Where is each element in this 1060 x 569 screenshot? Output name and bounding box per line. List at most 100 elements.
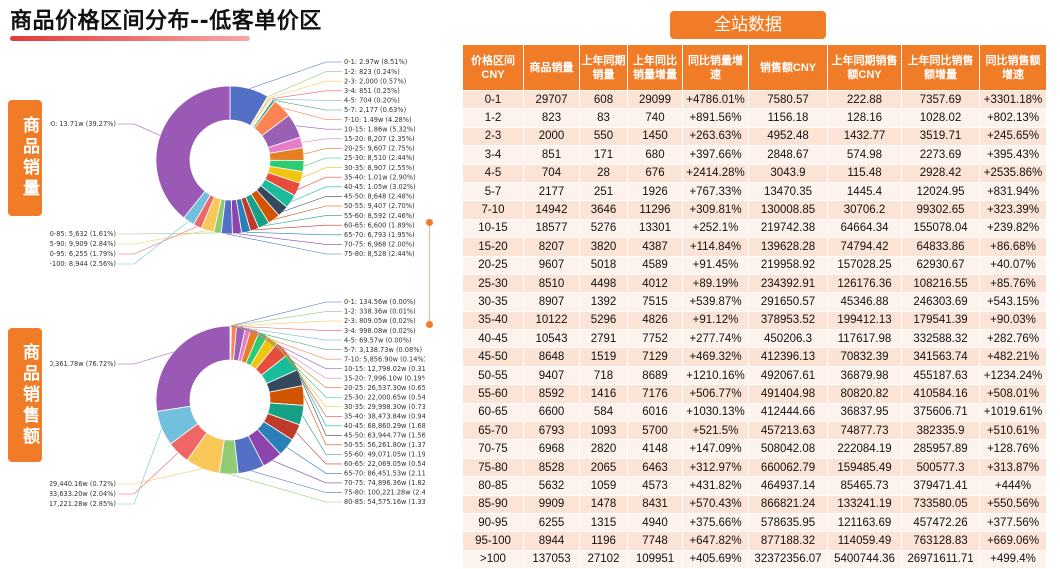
table-cell: 285957.89 (902, 440, 980, 458)
pie-label: >100: 3,150,361.78w (76.72%) (50, 360, 116, 368)
table-cell: 3646 (580, 201, 628, 219)
table-cell: +1234.24% (980, 366, 1047, 384)
pie-label: 60-65: 6,600 (1.89%) (344, 221, 415, 229)
table-cell: +431.82% (683, 477, 749, 495)
pie-leader-line (118, 124, 160, 136)
table-cell: 8907 (524, 293, 580, 311)
table-cell: 4498 (580, 274, 628, 292)
table-cell: 11296 (628, 201, 683, 219)
table-cell: 457472.26 (902, 513, 980, 531)
table-cell: 171 (580, 146, 628, 164)
table-cell: 4573 (628, 477, 683, 495)
pie-label: 7-10: 5,856.90w (0.14%) (344, 355, 425, 363)
table-cell: +647.82% (683, 532, 749, 550)
pie-label: 35-40: 38,473.84w (0.94%) (344, 412, 425, 420)
table-cell: 4012 (628, 274, 683, 292)
table-title: 全站数据 (670, 11, 826, 39)
table-cell: 2065 (580, 458, 628, 476)
table-cell: 29707 (524, 91, 580, 109)
pie-leader-line (118, 226, 197, 254)
pie-label: 70-75: 74,896.36w (1.82%) (344, 479, 425, 487)
table-cell: +510.61% (980, 422, 1047, 440)
table-cell: 3519.71 (902, 127, 980, 145)
table-cell: +1030.13% (683, 403, 749, 421)
table-cell: +2535.86% (980, 164, 1047, 182)
pie-label: 5-7: 3,138.73w (0.08%) (344, 346, 422, 354)
pie-label: 80-85: 5,632 (1.61%) (50, 230, 116, 238)
pie-label: 95-100: 8,944 (2.56%) (50, 260, 116, 268)
table-cell: 763128.83 (902, 532, 980, 550)
divider-dot-top (426, 219, 433, 226)
table-cell: 29099 (628, 91, 683, 109)
table-cell: +277.74% (683, 330, 749, 348)
table-header-cell: 同比销售额增速 (980, 45, 1047, 91)
table-cell: 9407 (524, 366, 580, 384)
table-cell: 130008.85 (749, 201, 828, 219)
table-cell: 1478 (580, 495, 628, 513)
table-cell: 3-4 (463, 146, 524, 164)
pie-leader-line (302, 139, 342, 143)
table-cell: +147.09% (683, 440, 749, 458)
table-cell: 1059 (580, 477, 628, 495)
table-cell: +506.77% (683, 385, 749, 403)
table-cell: +570.43% (683, 495, 749, 513)
pie-label: 65-70: 6,793 (1.95%) (344, 231, 415, 239)
pie-leader-line (118, 453, 178, 494)
pie-leader-line (118, 428, 162, 504)
pie-label: 20-25: 26,537.30w (0.65%) (344, 384, 425, 392)
table-cell: 64833.86 (902, 238, 980, 256)
table-cell: 2820 (580, 440, 628, 458)
table-cell: 157028.25 (828, 256, 902, 274)
table-cell: 219742.38 (749, 219, 828, 237)
table-cell: 83 (580, 109, 628, 127)
table-cell: 8944 (524, 532, 580, 550)
donut-chart-sales-volume: 0-1: 2.97w (8.51%)1-2: 823 (0.24%)2-3: 2… (50, 52, 425, 274)
table-cell: 1156.18 (749, 109, 828, 127)
pie-leader-line (282, 108, 342, 120)
pie-label: 45-50: 63,944.77w (1.56%) (344, 432, 425, 440)
table-cell: 28 (580, 164, 628, 182)
pie-label: 90-95: 83,633.20w (2.04%) (50, 490, 116, 498)
table-cell: 155078.04 (902, 219, 980, 237)
table-cell: 291650.57 (749, 293, 828, 311)
table-cell: 8592 (524, 385, 580, 403)
table-cell: +482.21% (980, 348, 1047, 366)
pie-label: 0-1: 2.97w (8.51%) (344, 58, 407, 66)
pie-label: 25-30: 22,000.65w (0.54%) (344, 393, 425, 401)
pie-label: 45-50: 8,648 (2.48%) (344, 193, 415, 201)
table-cell: 20-25 (463, 256, 524, 274)
table-cell: 608 (580, 91, 628, 109)
table-cell: 6016 (628, 403, 683, 421)
table-cell: +550.56% (980, 495, 1047, 513)
table-header-cell: 价格区间CNY (463, 45, 524, 91)
pie-label: 30-35: 29,998.30w (0.73%) (344, 403, 425, 411)
table-cell: 12024.95 (902, 182, 980, 200)
table-header-cell: 同比销量增速 (683, 45, 749, 91)
pie-leader-line (302, 168, 342, 178)
table-cell: 8207 (524, 238, 580, 256)
table-cell: 25-30 (463, 274, 524, 292)
table-cell: 90-95 (463, 513, 524, 531)
table-cell: 137053 (524, 550, 580, 568)
table-cell: +239.82% (980, 219, 1047, 237)
pie-label: 20-25: 9,607 (2.75%) (344, 145, 415, 153)
table-cell: 1519 (580, 348, 628, 366)
table-cell: 246303.69 (902, 293, 980, 311)
table-cell: +309.81% (683, 201, 749, 219)
table-cell: 14942 (524, 201, 580, 219)
table-cell: 6463 (628, 458, 683, 476)
table-cell: 45-50 (463, 348, 524, 366)
table-cell: +767.33% (683, 182, 749, 200)
table-cell: 1093 (580, 422, 628, 440)
table-cell: 1432.77 (828, 127, 902, 145)
pie-leader-line (255, 225, 342, 230)
